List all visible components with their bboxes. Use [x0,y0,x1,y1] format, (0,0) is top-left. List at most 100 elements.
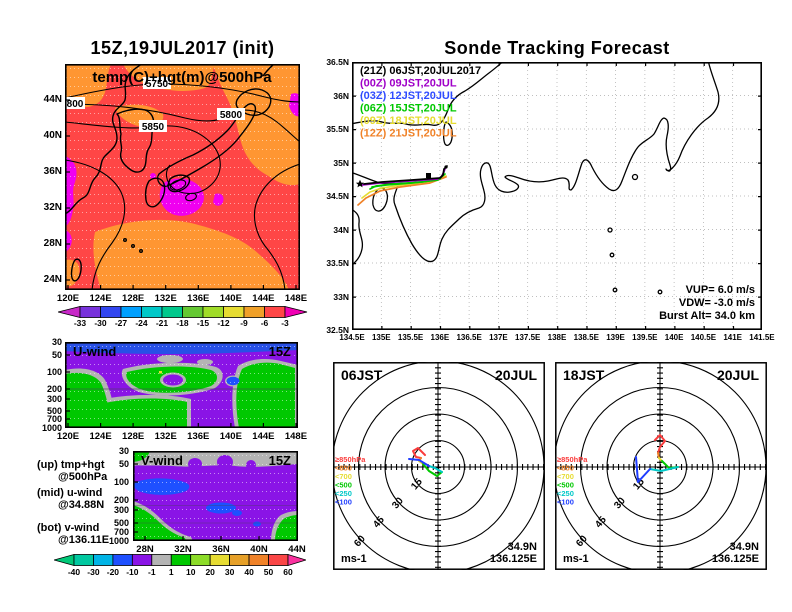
annotation-mid-lat: @34.88N [58,499,105,511]
lat-tick: 34N [333,224,349,235]
hodograph-trace [408,447,443,477]
layer-legend-entry: <700 [557,472,574,481]
lon-tick: 124E [89,431,112,442]
pressure-tick: 1000 [108,536,129,546]
contour-label-5750: 5750 [146,79,169,90]
lon-tick: 140E [219,293,242,304]
vwind-section: V-wind 15Z [133,451,298,541]
panel-border [133,451,298,541]
hodograph-06jst: 15 30 45 60 ≥850hPa <850 <700 <500 <250 … [333,362,545,570]
layer-legend-entry: <700 [335,472,352,481]
trace-lt100 [635,456,651,483]
colorbar-tick: -20 [106,567,120,577]
colorbar-tick: -30 [94,318,107,328]
lon-tick: 138E [547,333,567,342]
temp-colorbar-labels: -33 -30 -27 -24 -21 -18 -15 -12 -9 -6 -3 [70,318,295,328]
layer-legend: ≥850hPa <850 <700 <500 <250 <100 [557,455,588,507]
colorbar-segment [141,306,163,318]
hodograph-date: 20JUL [495,367,537,383]
pressure-tick: 100 [46,367,62,377]
colorbar-segment [161,306,183,318]
colorbar-tick: -30 [87,567,100,577]
track-12z [357,176,447,206]
pressure-tick: 500 [46,406,62,416]
coastlines [65,64,275,282]
forecast-parameters: VUP= 6.0 m/s VDW= -3.0 m/s Burst Alt= 34… [659,284,755,322]
colorbar-segment [243,306,265,318]
trace-lt250 [428,465,443,473]
lon-tick: 132E [154,293,177,304]
panel-border [65,342,298,428]
grid-dot-overlay [65,64,300,290]
annotation-bot-lon: @136.11E [58,534,110,546]
layer-legend-entry: <500 [557,481,574,490]
lat-tick: 35N [333,157,349,168]
layer-legend-entry: <250 [335,489,352,498]
colorbar-segment [248,554,269,566]
vdw-value: VDW= -3.0 m/s [679,297,755,309]
colorbar-segment [229,554,250,566]
lon-tick: 136E [430,333,450,342]
contour-label-800: 800 [67,99,84,110]
colorbar-arrow-right [284,306,308,318]
lat-tick: 34.5N [326,191,349,201]
lat-tick: 36N [333,90,349,101]
grid-dot-overlay [65,342,298,428]
lat-tick: 36.5N [326,57,349,67]
trace-850 [412,447,426,459]
lat-tick: 44N [288,544,306,555]
wind-colorbar-labels: -40 -30 -20 -10 -1 1 10 20 30 40 50 60 [65,567,298,577]
pressure-tick: 50 [51,350,62,360]
colorbar-tick: -6 [260,318,269,328]
lat-tick: 36N [43,166,62,177]
colorbar-tick: 30 [224,567,235,577]
lon-tick: 140E [219,431,242,442]
uwind-lon-axis: 120E 124E 128E 132E 136E 140E 144E 148E [52,431,312,442]
hodograph-time: 18JST [563,367,605,383]
lat-tick: 28N [43,238,62,249]
unit-label: ms-1 [563,553,589,565]
annotation-up: (up) tmp+hgt [37,459,105,471]
sonde-lat-axis: 36.5N 36N 35.5N 35N 34.5N 34N 33.5N 33N … [316,57,349,335]
lon-tick: 128E [122,293,145,304]
colorbar-segment [182,306,204,318]
init-lon-axis: 120E 124E 128E 132E 136E 140E 144E 148E [52,293,312,304]
lon-tick: 144E [252,293,275,304]
lon-tick: 134.5E [339,333,365,342]
hodograph-axes [333,362,545,570]
pressure-tick: 30 [118,446,129,456]
init-lat-axis: 44N 40N 36N 32N 28N 24N [32,94,62,286]
trace-lt250 [649,466,679,472]
pressure-tick: 300 [113,505,129,515]
track-markers [355,165,448,188]
balloon-tracks [357,165,448,206]
colorbar-arrow-left [54,554,75,566]
colorbar-segment [190,554,211,566]
lon-tick: 137.5E [515,333,541,342]
colorbar-tick: 20 [205,567,215,577]
vwind-lat-axis: 28N 32N 36N 40N 44N [132,544,310,555]
vwind-label: V-wind [141,453,183,468]
pressure-tick: 300 [46,394,62,404]
colorbar-tick: 10 [185,567,196,577]
layer-legend-entry: <100 [335,498,352,507]
wind-colorbar [54,554,306,566]
colorbar-tick: -21 [155,318,169,328]
lon-tick: 140.5E [690,333,717,342]
colorbar-tick: -15 [196,318,210,328]
pressure-tick: 700 [113,527,129,537]
init-map-title: 15Z,19JUL2017 (init) [90,38,275,58]
layer-legend-entry: ≥850hPa [335,455,366,464]
colorbar-segment [131,554,153,566]
sonde-tracking-map: (21Z) 06JST,20JUL2017 (00Z) 09JST,20JUL … [352,62,762,330]
lat-tick: 35.5N [326,124,349,134]
layer-legend-entry: ≥850hPa [557,455,588,464]
lon-tick: 120E [56,431,80,442]
launch-point-marker [444,165,448,169]
temp-colorbar [58,306,308,318]
legend-entry: (06Z) 15JST,20JUL [360,103,457,115]
lat-tick: 40N [250,544,268,555]
hodograph-date: 20JUL [717,367,759,383]
layer-legend-entry: <100 [557,498,574,507]
